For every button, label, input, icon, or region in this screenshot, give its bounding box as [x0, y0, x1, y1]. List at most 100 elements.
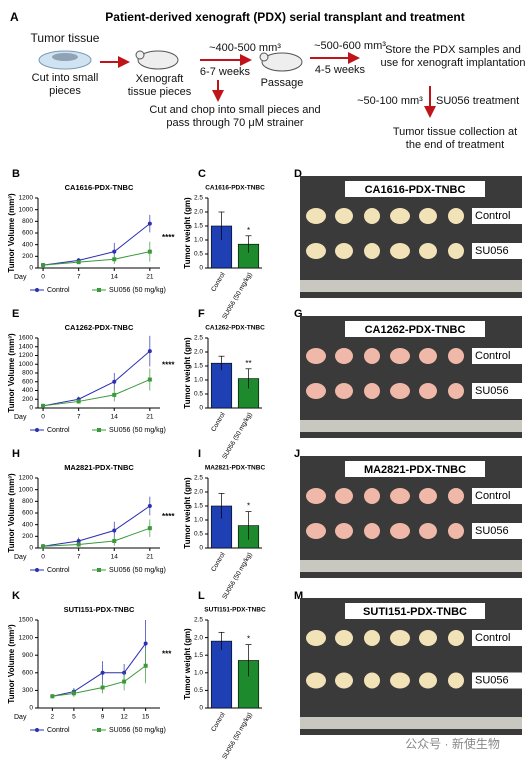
- y-tick-label: 1.0: [194, 377, 203, 384]
- y-tick-label: 0: [29, 705, 33, 712]
- tumor: [335, 208, 353, 224]
- y-tick-label: 300: [22, 687, 33, 694]
- tumor: [364, 243, 380, 259]
- tumor: [390, 383, 410, 399]
- annotation: **: [245, 359, 251, 368]
- legend-label: Control: [47, 287, 70, 294]
- x-tick-label: 0: [41, 414, 45, 421]
- row-label-box: [472, 523, 522, 539]
- marker: [100, 670, 105, 675]
- tumor: [419, 523, 437, 539]
- y-tick-label: 1.0: [194, 517, 203, 524]
- photo-title: SUTI151-PDX-TNBC: [363, 606, 467, 618]
- x-tick-label: Control: [210, 711, 227, 733]
- tumor: [364, 672, 380, 689]
- ruler: [300, 717, 522, 729]
- y-tick-label: 400: [22, 387, 33, 394]
- tumor: [335, 523, 353, 539]
- y-tick-label: 0: [199, 405, 203, 412]
- series-line: [52, 665, 146, 697]
- legend-label: SU056 (50 mg/kg): [109, 287, 166, 294]
- tumor: [306, 672, 326, 689]
- row-label: SU056: [475, 525, 509, 537]
- x-tick-label: 9: [101, 714, 105, 721]
- y-tick-label: 0.5: [194, 687, 203, 694]
- x-tick-label: 0: [41, 554, 45, 561]
- y-tick-label: 400: [22, 241, 33, 248]
- x-axis-label: Day: [14, 714, 27, 721]
- tumor: [419, 243, 437, 259]
- row-label: SU056: [475, 385, 509, 397]
- x-axis-label: Day: [14, 414, 27, 421]
- ruler: [300, 560, 522, 572]
- panel-label: G: [294, 308, 303, 320]
- x-tick-label: 21: [146, 414, 154, 421]
- tumor: [390, 243, 410, 259]
- chart-title: MA2821-PDX-TNBC: [205, 465, 266, 472]
- panel-label: D: [294, 168, 302, 180]
- legend-marker: [97, 728, 101, 732]
- legend-label: SU056 (50 mg/kg): [109, 567, 166, 574]
- tumor: [419, 672, 437, 689]
- y-tick-label: 0.5: [194, 531, 203, 538]
- tumor: [448, 523, 464, 539]
- y-tick-label: 2.5: [194, 617, 203, 624]
- tumor: [448, 672, 464, 689]
- row-label: Control: [475, 632, 510, 644]
- legend-label: Control: [47, 567, 70, 574]
- marker: [147, 221, 152, 226]
- y-tick-label: 200: [22, 396, 33, 403]
- y-tick-label: 600: [22, 378, 33, 385]
- x-tick-label: 7: [77, 274, 81, 281]
- step-text: Xenograft tissue pieces: [127, 73, 192, 98]
- row-label: Control: [475, 350, 510, 362]
- row-label-box: [472, 630, 522, 646]
- y-axis-label: Tumor Volume (mm³): [7, 624, 16, 704]
- marker: [147, 526, 152, 531]
- y-tick-label: 2.0: [194, 489, 203, 496]
- y-tick-label: 0.5: [194, 391, 203, 398]
- legend-label: Control: [47, 427, 70, 434]
- marker: [112, 379, 117, 384]
- marker: [100, 685, 105, 690]
- x-tick-label: Control: [210, 271, 227, 293]
- marker: [112, 528, 117, 533]
- y-tick-label: 800: [22, 370, 33, 377]
- step-text: Tumor tissue collection at the end of tr…: [392, 126, 518, 151]
- diagram-title: Patient-derived xenograft (PDX) serial t…: [105, 10, 464, 24]
- y-tick-label: 1000: [19, 361, 34, 368]
- panel-label: H: [12, 448, 20, 460]
- tumor: [448, 243, 464, 259]
- y-tick-label: 0.5: [194, 251, 203, 258]
- y-tick-label: 600: [22, 670, 33, 677]
- marker: [76, 542, 81, 547]
- chart-title: SUTI151-PDX-TNBC: [204, 607, 266, 614]
- tumor: [306, 348, 326, 364]
- annotation: ****: [162, 233, 175, 242]
- y-axis-label: Tumor weight (gm): [183, 337, 192, 409]
- y-tick-label: 0: [29, 545, 33, 552]
- y-axis-label: Tumor weight (gm): [183, 628, 192, 700]
- y-tick-label: 0: [199, 705, 203, 712]
- y-tick-label: 1600: [19, 335, 34, 342]
- marker: [50, 694, 55, 699]
- chart-title: CA1616-PDX-TNBC: [205, 185, 265, 192]
- y-tick-label: 1200: [19, 352, 34, 359]
- tumor: [364, 208, 380, 224]
- y-tick-label: 1400: [19, 343, 34, 350]
- series-line: [43, 223, 151, 266]
- tumor: [390, 630, 410, 646]
- chart-title: SUTI151-PDX-TNBC: [64, 605, 135, 614]
- step-text: Store the PDX samples and use for xenogr…: [380, 44, 526, 69]
- x-axis-label: Day: [14, 274, 27, 281]
- y-tick-label: 0: [29, 405, 33, 412]
- tumor: [419, 348, 437, 364]
- y-axis-label: Tumor Volume (mm³): [7, 193, 16, 273]
- marker: [41, 403, 46, 408]
- photo-title-box: [345, 603, 485, 619]
- annotation: *: [247, 635, 250, 644]
- marker: [112, 249, 117, 254]
- tumor: [419, 208, 437, 224]
- marker: [76, 260, 81, 265]
- x-tick-label: SU056 (50 mg/kg): [221, 711, 253, 760]
